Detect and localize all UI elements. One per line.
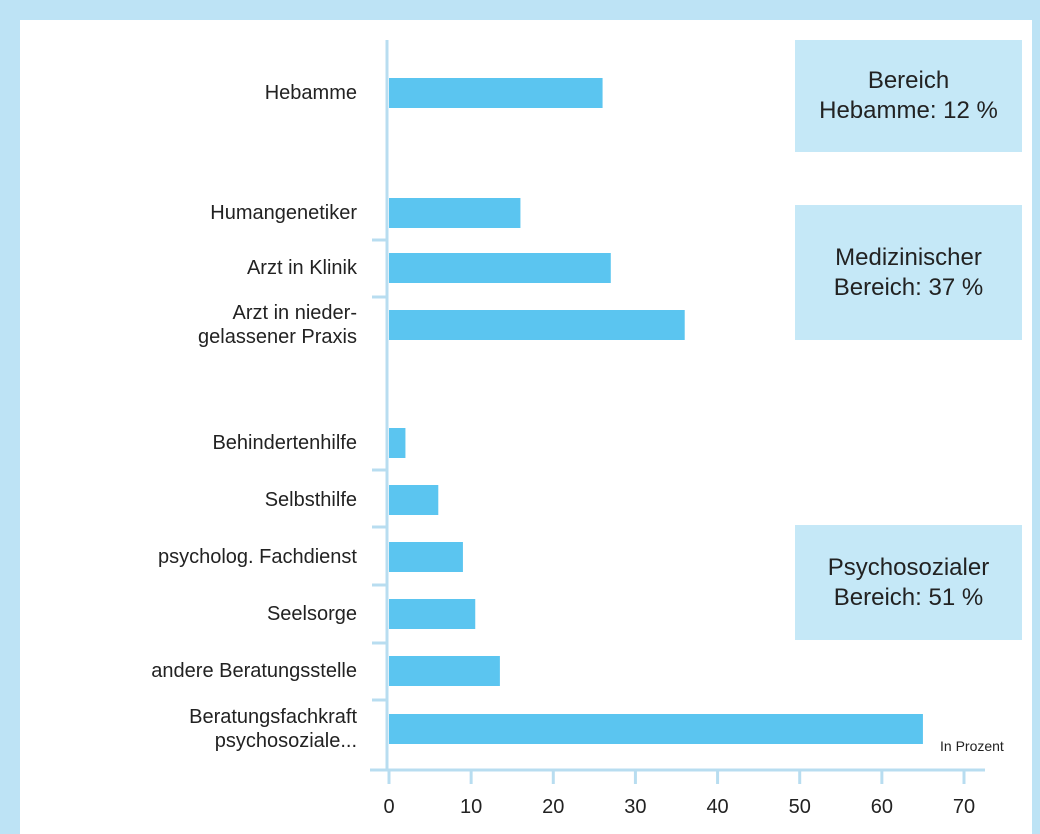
category-label: Arzt in Klinik <box>246 257 357 279</box>
bar <box>389 253 611 283</box>
bar <box>389 78 603 108</box>
group-box: Psychosozialer Bereich: 51 % <box>795 525 1022 640</box>
panel <box>20 20 1032 834</box>
x-tick-label: 0 <box>383 796 395 818</box>
bar <box>389 542 463 572</box>
x-tick-label: 20 <box>542 796 565 818</box>
group-ticks <box>372 238 387 702</box>
x-tick-label: 70 <box>952 796 976 818</box>
category-label: psycholog. Fachdienst <box>157 546 357 568</box>
bar <box>389 485 439 515</box>
x-tick-label: 30 <box>624 796 647 818</box>
bar <box>389 310 685 340</box>
category-label: Hebamme <box>264 82 357 104</box>
category-label: Selbsthilfe <box>264 489 357 511</box>
bar <box>389 714 923 744</box>
bar <box>389 198 521 228</box>
group-box: Bereich Hebamme: 12 % <box>795 40 1022 152</box>
category-label: Behindertenhilfe <box>212 432 357 454</box>
x-tick-label: 10 <box>460 796 483 818</box>
category-label: Beratungsfachkraft psychosoziale... <box>189 706 357 752</box>
group-box: Medizinischer Bereich: 37 % <box>795 205 1022 340</box>
x-tick-label: 40 <box>706 796 729 818</box>
bar <box>389 656 500 686</box>
x-axis-label: In Prozent <box>940 738 1004 754</box>
bar <box>389 599 476 629</box>
x-tick-label: 60 <box>870 796 893 818</box>
category-label: Humangenetiker <box>210 202 357 224</box>
category-label: Seelsorge <box>266 603 357 625</box>
x-tick-label: 50 <box>788 796 811 818</box>
bar <box>389 428 406 458</box>
category-label: andere Beratungsstelle <box>151 660 357 682</box>
category-label: Arzt in nieder- gelassener Praxis <box>198 302 357 348</box>
